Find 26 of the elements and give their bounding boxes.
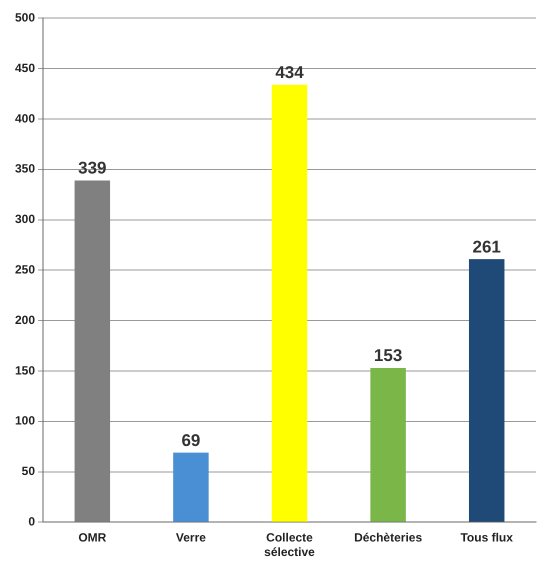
x-tick-label: OMR <box>78 530 107 545</box>
data-label: 261 <box>472 237 501 256</box>
x-tick-label: Déchèteries <box>354 530 422 545</box>
y-tick-label: 100 <box>14 414 36 428</box>
bar <box>272 84 308 522</box>
y-tick-label: 400 <box>14 111 36 126</box>
y-tick-label: 250 <box>14 262 36 277</box>
x-tick-label: Verre <box>176 530 206 545</box>
x-tick-label: Collecte sélective <box>264 530 316 560</box>
data-label: 434 <box>275 62 304 82</box>
data-label: 153 <box>374 346 402 366</box>
y-tick-label: 0 <box>28 514 36 529</box>
data-label: 339 <box>78 158 107 178</box>
y-tick-label: 350 <box>14 162 36 176</box>
bar <box>74 180 110 522</box>
y-tick-label: 450 <box>14 60 36 75</box>
bar <box>173 452 209 522</box>
x-tick-label: Tous flux <box>460 530 514 545</box>
y-tick-label: 150 <box>14 363 36 378</box>
bar <box>370 368 406 522</box>
y-tick-label: 50 <box>22 464 36 478</box>
y-tick-label: 300 <box>14 212 36 226</box>
y-tick-label: 500 <box>14 10 36 25</box>
data-label: 69 <box>181 430 200 450</box>
y-tick-label: 200 <box>14 312 36 327</box>
bar <box>468 259 504 522</box>
